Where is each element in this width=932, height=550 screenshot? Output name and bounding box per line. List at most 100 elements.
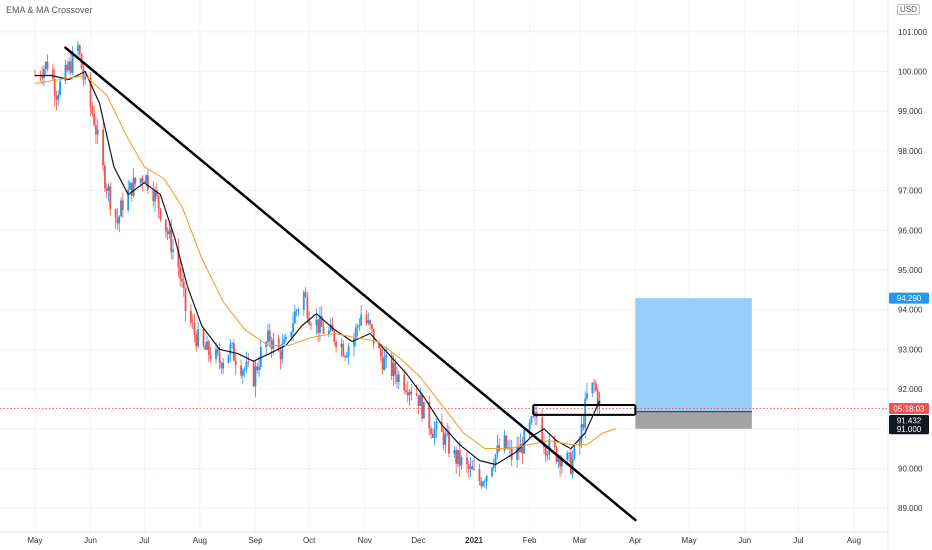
price-label-tag (889, 403, 929, 415)
candle-body (41, 75, 44, 78)
candle-body (82, 68, 85, 80)
candle-body (317, 319, 320, 333)
candle-body (222, 362, 225, 369)
y-tick-label: 89.000 (898, 504, 923, 513)
candle-body (340, 343, 343, 348)
candle-body (354, 327, 357, 339)
candle-body (372, 328, 375, 344)
time-axis[interactable]: May Jun Jul Aug Sep Oct Nov Dec 2021 Feb Mar Apr May… (0, 531, 888, 545)
y-tick-label: 97.000 (898, 187, 923, 196)
candle-body (528, 422, 531, 431)
candle-body (356, 326, 359, 328)
candle-body (182, 281, 185, 289)
candle-body (480, 481, 483, 487)
x-tick-label: Jul (139, 536, 149, 545)
candle-body (114, 209, 117, 218)
candle-body (77, 45, 79, 52)
price-label-tag (889, 292, 929, 304)
candle-body (516, 446, 518, 460)
x-tick-label: Mar (573, 536, 587, 545)
candle-body (308, 317, 311, 325)
currency-badge[interactable]: USD (897, 4, 920, 15)
candle-body (130, 182, 133, 196)
candle-body (417, 395, 420, 407)
candle-body (466, 457, 468, 465)
candle-body (406, 391, 409, 396)
candle-body (467, 464, 470, 469)
candle-body (521, 444, 524, 454)
candle-body (209, 354, 212, 360)
candle-body (202, 329, 205, 346)
candle-body (147, 175, 149, 190)
candle-body (272, 338, 275, 349)
candle-body (369, 320, 372, 325)
x-tick-label: Jul (793, 536, 803, 545)
candle-body (496, 445, 499, 455)
candle-body (428, 402, 431, 429)
candle-body (55, 95, 58, 100)
candle-body (234, 360, 237, 366)
candle-body (279, 350, 282, 360)
x-tick-label: Oct (303, 536, 316, 545)
breakout-box (532, 403, 637, 416)
candle-body (394, 362, 397, 376)
candle-body (254, 366, 257, 387)
candle-body (155, 190, 158, 196)
candle-body (53, 78, 56, 96)
drawings[interactable] (64, 46, 637, 522)
target-zone (635, 298, 752, 412)
x-tick-label: Sep (248, 536, 263, 545)
candle-body (116, 217, 119, 224)
candle-body (421, 394, 423, 419)
candle-body (557, 456, 560, 462)
candle-body (494, 454, 497, 466)
candle-body (485, 475, 488, 482)
candle-body (444, 434, 447, 445)
candle-body (304, 292, 307, 297)
candle-body (105, 188, 108, 191)
price-label-tag (889, 423, 929, 435)
candle-body (455, 450, 458, 464)
y-tick-label: 98.000 (898, 147, 923, 156)
candle-body (560, 459, 563, 467)
candle-body (159, 208, 162, 220)
candle-body (107, 186, 110, 191)
candle-body (457, 450, 459, 464)
candle-body (367, 320, 370, 324)
x-tick-label: Nov (358, 536, 372, 545)
candle-body (157, 195, 160, 209)
risk-reward-zones[interactable] (0, 298, 888, 429)
candle-body (195, 334, 198, 347)
candle-body (268, 330, 271, 342)
candle-body (431, 433, 434, 438)
candle-body (492, 465, 495, 468)
x-tick-label: Apr (629, 536, 642, 545)
candle-body (548, 439, 551, 455)
price-axis[interactable]: 101.000 100.000 99.000 98.000 97.000 96.000 95… (887, 0, 929, 550)
candle-body (243, 368, 246, 371)
candle-body (322, 326, 325, 334)
candle-body (358, 324, 361, 327)
candle-body (290, 331, 293, 337)
indicator-title[interactable]: EMA & MA Crossover (6, 5, 93, 15)
candle-body (95, 124, 97, 135)
candle-body (566, 453, 569, 460)
candle-body (509, 447, 511, 449)
candle-body (342, 343, 345, 356)
candle-body (229, 344, 232, 356)
candle-body (344, 355, 346, 358)
x-tick-label: Aug (193, 536, 207, 545)
candle-body (584, 398, 587, 428)
candle-body (193, 323, 196, 335)
candle-body (207, 341, 210, 355)
candle-body (141, 178, 144, 183)
candle-body (335, 342, 337, 348)
candle-body (59, 81, 61, 95)
candle-body (218, 352, 221, 364)
candle-body (179, 266, 182, 279)
candle-body (84, 77, 87, 80)
candle-body (281, 343, 284, 360)
candle-body (204, 345, 207, 350)
candle-body (580, 424, 583, 441)
